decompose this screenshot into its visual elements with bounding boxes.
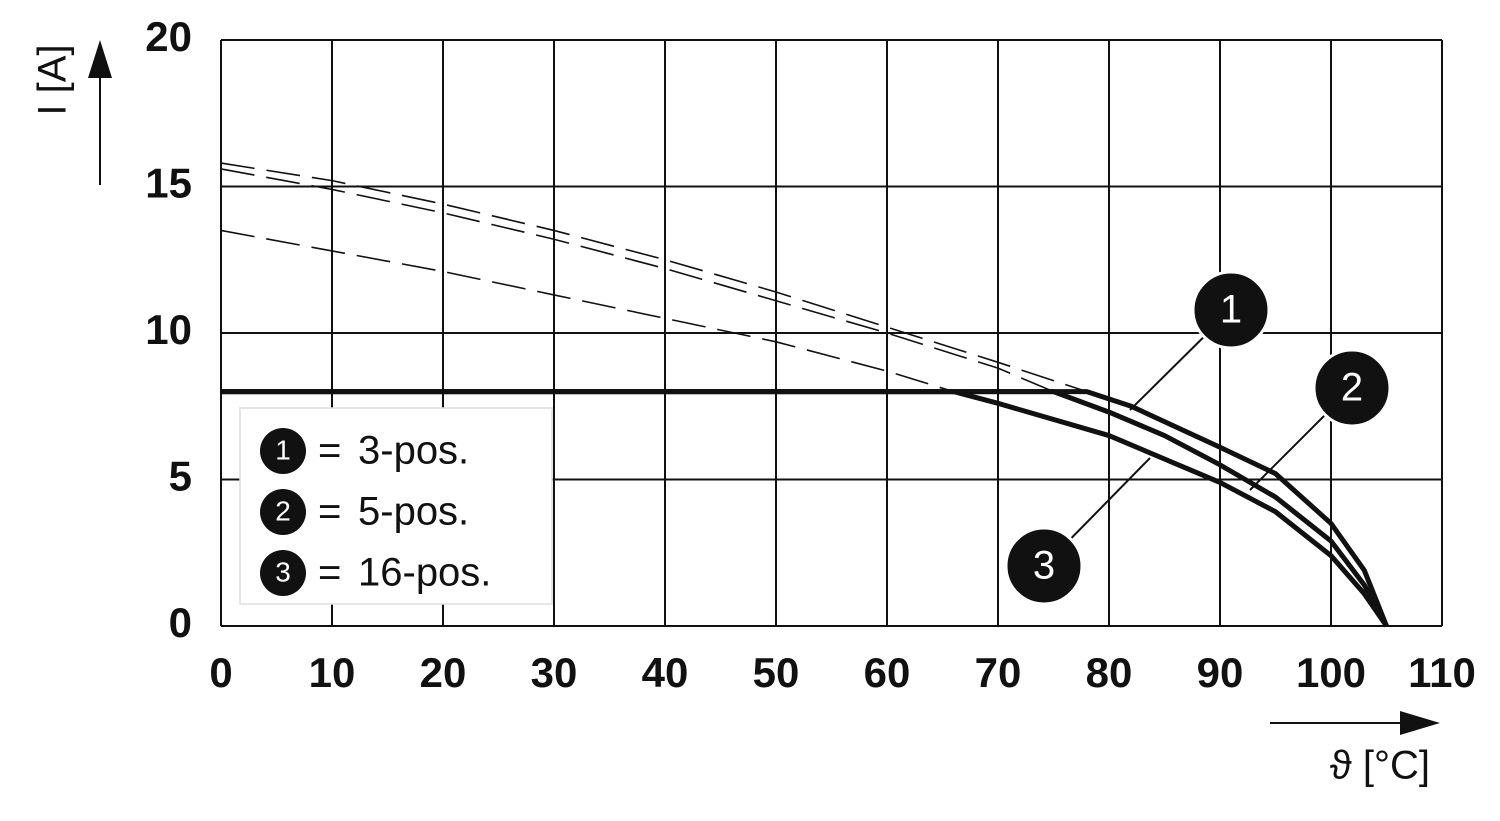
- x-tick-label: 110: [1408, 649, 1476, 696]
- callout-label: 1: [1220, 288, 1242, 332]
- x-tick-label: 90: [1197, 649, 1244, 696]
- x-tick-label: 20: [420, 649, 467, 696]
- x-tick-label: 70: [975, 649, 1022, 696]
- legend-entry: 16-pos.: [358, 551, 491, 595]
- x-tick-label: 30: [531, 649, 578, 696]
- series-line: [221, 389, 1389, 628]
- x-tick-label: 50: [753, 649, 800, 696]
- legend-joiner: =: [318, 551, 341, 595]
- x-tick-label: 80: [1086, 649, 1133, 696]
- series-line: [221, 389, 1389, 627]
- callout-circle: [1312, 348, 1392, 428]
- y-axis-arrow-head: [88, 40, 112, 78]
- legend-marker: [260, 489, 306, 535]
- y-tick-label: 15: [145, 160, 192, 207]
- legend-entry: 3-pos.: [358, 429, 469, 473]
- legend-marker-label: 3: [275, 556, 291, 587]
- y-tick-label: 20: [145, 13, 192, 60]
- legend-marker: [260, 428, 306, 474]
- x-tick-label: 0: [209, 649, 232, 696]
- legend-entry: 5-pos.: [358, 490, 469, 534]
- y-tick-label: 0: [169, 599, 192, 646]
- series-line: [221, 389, 1389, 628]
- callout-label: 3: [1033, 544, 1055, 588]
- legend-marker: [260, 550, 306, 596]
- y-tick-label: 5: [169, 453, 192, 500]
- callout-circle: [1191, 270, 1271, 350]
- y-axis-label: I [A]: [31, 44, 75, 115]
- limit-line: [220, 168, 1054, 393]
- x-tick-label: 60: [864, 649, 911, 696]
- limit-line: [220, 162, 1088, 393]
- legend-joiner: =: [318, 490, 341, 534]
- legend-marker-label: 1: [275, 434, 291, 465]
- legend-joiner: =: [318, 429, 341, 473]
- x-axis-arrow-head: [1400, 711, 1440, 735]
- legend-marker-label: 2: [275, 495, 291, 526]
- callout-circle: [1004, 526, 1084, 606]
- x-axis-label: ϑ [°C]: [1330, 744, 1430, 788]
- x-tick-label: 40: [642, 649, 689, 696]
- limit-line: [220, 229, 954, 393]
- x-tick-label: 10: [309, 649, 356, 696]
- y-tick-label: 10: [145, 306, 192, 353]
- x-tick-label: 100: [1296, 649, 1366, 696]
- callout-label: 2: [1341, 366, 1363, 410]
